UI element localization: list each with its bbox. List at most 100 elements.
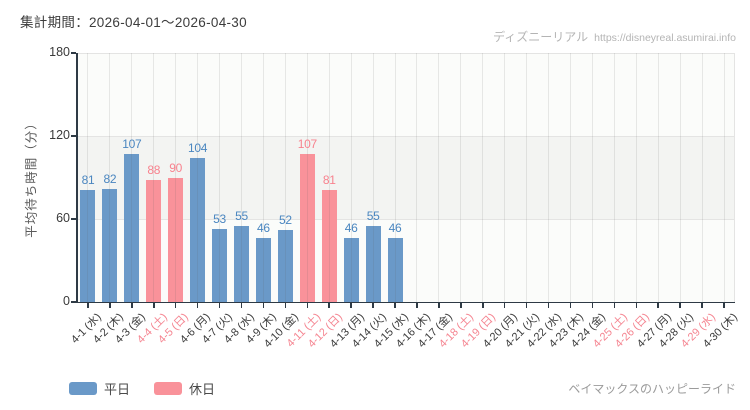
v-gridline <box>109 53 111 302</box>
x-tick-mark <box>284 303 287 308</box>
y-tick-mark <box>71 218 76 220</box>
bar-holiday <box>321 189 337 302</box>
bar-value-label: 104 <box>188 141 208 156</box>
x-tick-mark <box>394 303 396 308</box>
h-gridline <box>77 218 735 220</box>
bar-holiday <box>146 180 162 302</box>
x-tick-mark <box>109 303 111 308</box>
x-tick-mark <box>525 303 528 308</box>
v-gridline <box>241 53 242 302</box>
bar-weekday <box>234 225 249 302</box>
bar-weekday <box>190 158 206 302</box>
x-tick-mark <box>635 303 638 308</box>
v-gridline <box>482 53 484 302</box>
x-tick-mark <box>679 303 681 308</box>
plot-band <box>77 136 735 219</box>
bar-weekday <box>124 153 140 302</box>
v-gridline <box>679 53 681 302</box>
x-tick-mark <box>306 303 309 308</box>
y-tick-mark <box>71 301 76 303</box>
bar-value-label: 107 <box>297 136 317 151</box>
bar-value-label: 81 <box>81 172 95 187</box>
bar-weekday <box>212 228 228 302</box>
v-gridline <box>284 53 286 302</box>
x-tick-mark <box>723 303 725 308</box>
bar-value-label: 81 <box>322 172 336 187</box>
x-tick-mark <box>174 303 177 308</box>
watermark-url: https://disneyreal.asumirai.info <box>594 32 736 44</box>
bar-weekday <box>102 188 118 302</box>
v-gridline <box>613 53 615 302</box>
x-tick-mark <box>372 303 374 308</box>
plot-right-border <box>734 53 735 302</box>
bar-weekday <box>277 230 293 302</box>
watermark: ディズニーリアル https://disneyreal.asumirai.inf… <box>493 28 736 45</box>
weekday-swatch <box>69 382 97 395</box>
x-tick-mark <box>196 303 199 308</box>
v-gridline <box>701 53 703 302</box>
legend: 平日 休日 <box>69 379 239 398</box>
x-tick-mark <box>569 303 572 308</box>
legend-item-holiday: 休日 <box>154 379 215 398</box>
v-gridline <box>328 53 330 302</box>
y-tick-mark <box>71 135 76 137</box>
plot-band <box>77 219 735 302</box>
v-gridline <box>306 53 308 302</box>
x-tick-mark <box>153 303 155 308</box>
v-gridline <box>197 53 199 302</box>
x-tick-mark <box>131 303 133 308</box>
legend-label-holiday: 休日 <box>189 382 216 397</box>
bar-value-label: 107 <box>122 136 142 151</box>
report-period-title: 集計期間：2026-04-01～2026-04-30 <box>20 15 247 30</box>
x-tick-mark <box>613 303 616 308</box>
bar-value-label: 46 <box>344 221 358 236</box>
attraction-name: ベイマックスのハッピーライド <box>568 382 736 396</box>
v-gridline <box>635 53 637 302</box>
v-gridline <box>570 53 571 302</box>
x-tick-mark <box>460 303 462 308</box>
plot-area: 81 82 107 88 90 104 53 55 46 52 107 81 46 55 46 <box>71 52 735 308</box>
x-tick-mark <box>547 303 550 308</box>
y-tick-label: 60 <box>56 211 70 225</box>
v-gridline <box>153 53 155 302</box>
bar-weekday <box>343 238 359 302</box>
h-gridline <box>77 135 735 137</box>
bar-weekday <box>80 189 96 302</box>
v-gridline <box>394 53 396 302</box>
x-tick-mark <box>503 303 506 308</box>
v-gridline <box>219 53 221 302</box>
bar-holiday <box>168 177 184 302</box>
v-gridline <box>416 53 418 302</box>
bar-value-label: 52 <box>278 213 292 228</box>
bar-holiday <box>299 153 315 302</box>
v-gridline <box>350 53 352 302</box>
x-tick-mark <box>657 303 659 308</box>
v-gridline <box>87 53 89 302</box>
v-gridline <box>262 53 264 302</box>
y-axis-line <box>76 53 78 303</box>
y-tick-label: 0 <box>63 294 70 308</box>
bar-value-label: 88 <box>147 163 161 178</box>
y-tick-label: 180 <box>49 45 70 59</box>
holiday-swatch <box>154 382 183 395</box>
y-tick-label: 120 <box>49 128 70 142</box>
x-tick-mark <box>591 303 594 308</box>
bar-value-label: 55 <box>366 208 380 223</box>
x-tick-mark <box>701 303 703 308</box>
v-gridline <box>438 53 440 302</box>
v-gridline <box>175 53 177 302</box>
x-tick-mark <box>416 303 418 308</box>
x-tick-mark <box>438 303 440 308</box>
x-tick-mark <box>482 303 484 308</box>
v-gridline <box>460 53 462 302</box>
bar-value-label: 46 <box>388 221 402 236</box>
watermark-site-name: ディズニーリアル <box>493 30 589 44</box>
v-gridline <box>504 53 506 302</box>
bar-value-label: 90 <box>169 160 183 175</box>
v-gridline <box>526 53 528 302</box>
bar-value-label: 82 <box>103 171 117 186</box>
h-gridline <box>77 52 735 54</box>
x-tick-mark <box>240 303 243 308</box>
v-gridline <box>591 53 593 302</box>
